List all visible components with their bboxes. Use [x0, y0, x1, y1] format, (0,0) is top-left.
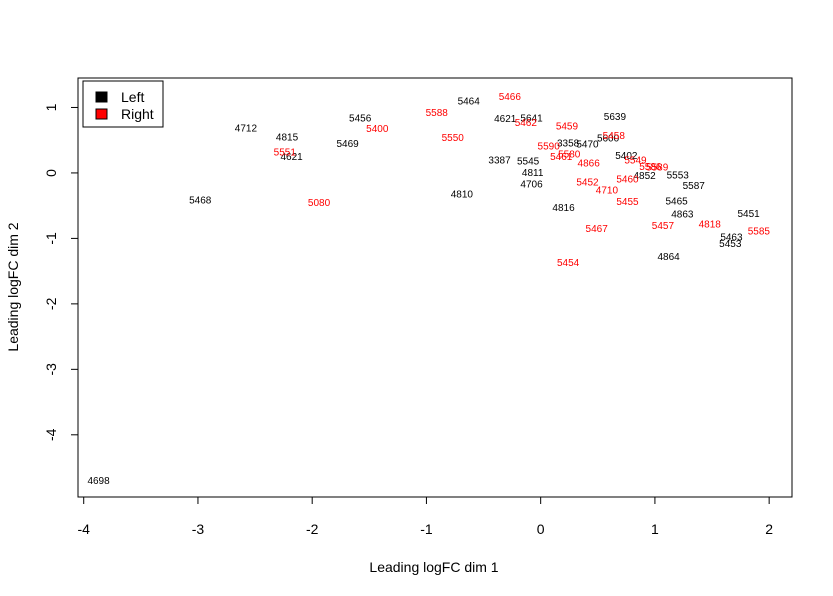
point-label-5453: 5453 — [719, 239, 742, 250]
point-label-5589: 5589 — [646, 163, 669, 174]
point-label-5461: 5461 — [550, 152, 573, 163]
point-label-5455: 5455 — [616, 197, 639, 208]
y-tick-label: -4 — [43, 428, 59, 441]
point-label-5551: 5551 — [274, 147, 297, 158]
x-tick-label: 2 — [765, 521, 773, 537]
plot-frame — [77, 77, 793, 498]
point-label-5457: 5457 — [652, 221, 675, 232]
point-label-4710: 4710 — [596, 185, 619, 196]
point-label-5549: 5549 — [624, 155, 647, 166]
y-tick-label: -2 — [43, 297, 59, 310]
point-label-5463: 5463 — [720, 233, 743, 244]
point-label-5454: 5454 — [557, 258, 580, 269]
point-label-4864: 4864 — [657, 252, 680, 263]
point-label-5464: 5464 — [458, 96, 481, 107]
point-label-5587: 5587 — [683, 181, 706, 192]
x-axis-title: Leading logFC dim 1 — [369, 559, 498, 575]
point-label-5590: 5590 — [538, 142, 561, 153]
point-label-4866: 4866 — [578, 159, 601, 170]
x-tick-label: -2 — [306, 521, 319, 537]
point-label-5400: 5400 — [366, 124, 389, 135]
point-label-4863: 4863 — [671, 210, 694, 221]
y-tick-label: 0 — [43, 169, 59, 177]
x-axis: -4 -3 -2 -1 0 1 2 — [77, 496, 773, 537]
point-label-4712: 4712 — [235, 123, 258, 134]
y-axis-title: Leading logFC dim 2 — [5, 222, 21, 351]
point-label-5465: 5465 — [665, 197, 688, 208]
point-label-3358: 3358 — [557, 138, 580, 149]
point-label-4811: 4811 — [522, 168, 544, 179]
point-label-5080: 5080 — [308, 198, 331, 209]
point-label-5580: 5580 — [558, 149, 581, 160]
point-label-5641: 5641 — [520, 113, 543, 124]
point-label-4706: 4706 — [520, 180, 543, 191]
y-axis: -4 -3 -2 -1 0 1 — [43, 103, 79, 441]
point-label-5462: 5462 — [515, 118, 538, 129]
point-label-5600: 5600 — [597, 134, 620, 145]
point-label-5586: 5586 — [639, 162, 662, 173]
point-label-5402: 5402 — [615, 151, 638, 162]
legend-swatch-right — [95, 108, 108, 120]
point-label-5553: 5553 — [667, 170, 690, 181]
point-label-5468: 5468 — [189, 195, 212, 206]
point-label-5588: 5588 — [426, 108, 449, 119]
y-tick-label: 1 — [43, 103, 59, 111]
x-tick-label: -4 — [77, 521, 90, 537]
point-label-5460: 5460 — [616, 174, 639, 185]
point-label-4815: 4815 — [276, 132, 299, 143]
legend-swatch-left — [95, 91, 108, 103]
point-label-5456: 5456 — [349, 113, 372, 124]
point-label-4818: 4818 — [699, 219, 722, 230]
point-label-5639: 5639 — [604, 112, 627, 123]
point-label-4621: 4621 — [494, 114, 517, 125]
point-label-3387: 3387 — [488, 155, 511, 166]
points-layer: 4698 5468 4712 4815 4621 5456 5469 5464 4810 4621… — [87, 92, 770, 487]
x-tick-label: 0 — [537, 521, 545, 537]
point-label-5452: 5452 — [576, 178, 599, 189]
point-label-4621: 4621 — [281, 152, 304, 163]
point-label-5466: 5466 — [499, 92, 522, 103]
legend-label-right: Right — [121, 106, 154, 122]
y-tick-label: -1 — [43, 232, 59, 245]
point-label-4852: 4852 — [634, 171, 657, 182]
point-label-5458: 5458 — [603, 131, 626, 142]
point-label-5459: 5459 — [556, 121, 579, 132]
point-label-5467: 5467 — [586, 224, 609, 235]
point-label-4816: 4816 — [552, 203, 575, 214]
x-tick-label: -1 — [420, 521, 433, 537]
point-label-5585: 5585 — [748, 227, 771, 238]
point-label-4698: 4698 — [87, 476, 110, 487]
point-label-5550: 5550 — [442, 133, 465, 144]
point-label-5470: 5470 — [576, 140, 599, 151]
x-tick-label: -3 — [192, 521, 205, 537]
point-label-4810: 4810 — [451, 189, 474, 200]
y-tick-label: -3 — [43, 363, 59, 376]
point-label-5469: 5469 — [336, 139, 359, 150]
point-label-5451: 5451 — [737, 209, 760, 220]
plot-area — [77, 77, 793, 498]
x-tick-label: 1 — [651, 521, 659, 537]
legend-label-left: Left — [121, 89, 144, 105]
point-label-5545: 5545 — [517, 157, 540, 168]
